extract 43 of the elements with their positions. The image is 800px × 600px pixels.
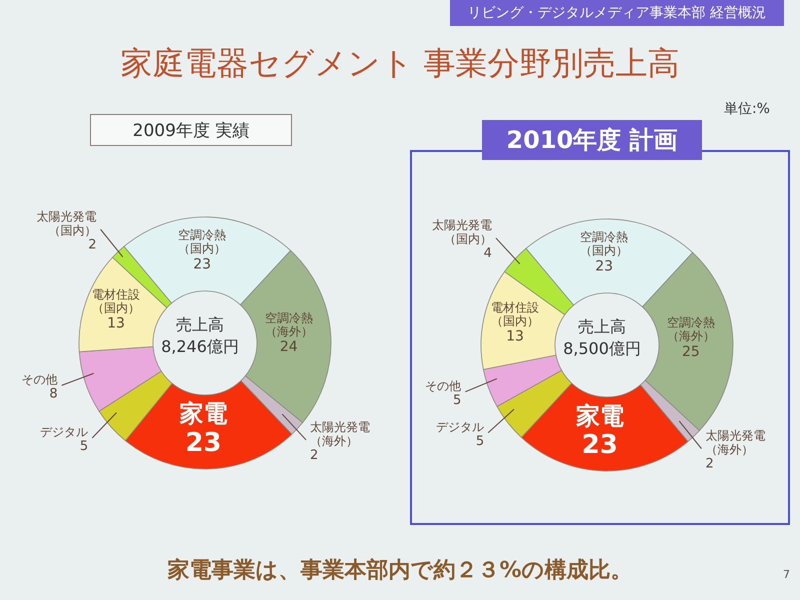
slice-label: 家電 — [574, 402, 624, 430]
slice-label: その他 — [425, 378, 462, 393]
text: 8,500億円 — [562, 338, 642, 360]
text: 単位:% — [724, 100, 770, 118]
data-label: 13 — [107, 316, 125, 332]
slice-label: デジタル — [40, 424, 88, 439]
slice-label: その他 — [22, 372, 58, 386]
slice-label: 太陽光発電（国内） — [432, 218, 492, 246]
data-label: 5 — [80, 438, 88, 454]
slice-label: 電材住設（国内） — [491, 300, 540, 328]
data-label: 24 — [280, 339, 298, 356]
slice-label: 太陽光発電（海外） — [310, 420, 370, 448]
slice-label: 空調冷熱（国内） — [178, 228, 226, 256]
slice-label: 太陽光発電（国内） — [36, 209, 97, 238]
text: リビング・デジタルメディア事業本部 経営概況 — [450, 0, 784, 26]
data-label: 5 — [452, 392, 462, 408]
slice-label: 電材住設（国内） — [92, 288, 140, 315]
text: 売上高 — [175, 314, 225, 336]
data-label: 23 — [185, 428, 222, 458]
chart-subtitle: 2010年度 計画 — [482, 120, 702, 160]
slice-label: 空調冷熱（海外） — [666, 316, 715, 344]
data-label: 23 — [193, 256, 212, 272]
data-label: 13 — [506, 328, 524, 344]
data-label: 8 — [49, 386, 58, 402]
data-label: 25 — [682, 344, 700, 360]
slice-label: 空調冷熱（国内） — [580, 230, 628, 258]
data-label: 5 — [476, 434, 484, 449]
slice-label: 太陽光発電（海外） — [705, 428, 766, 457]
data-label: 23 — [595, 258, 614, 274]
data-label: 2 — [705, 456, 714, 472]
data-label: 23 — [582, 430, 618, 460]
text: 8,246億円 — [160, 336, 240, 358]
text: 売上高 — [577, 316, 627, 338]
chart-title: 家庭電器セグメント 事業分野別売上高 — [119, 43, 681, 84]
slice-label: デジタル — [436, 420, 484, 434]
text: 7 — [783, 568, 790, 581]
data-label: 2 — [88, 237, 97, 252]
data-label: 2 — [310, 448, 318, 463]
chart-subtitle: 2009年度 実績 — [90, 114, 292, 146]
slice-label: 家電 — [178, 400, 228, 428]
text: 家電事業は、事業本部内で約２３%の構成比。 — [167, 558, 633, 583]
data-label: 4 — [484, 246, 492, 262]
slice-label: 空調冷熱（海外） — [264, 310, 313, 338]
